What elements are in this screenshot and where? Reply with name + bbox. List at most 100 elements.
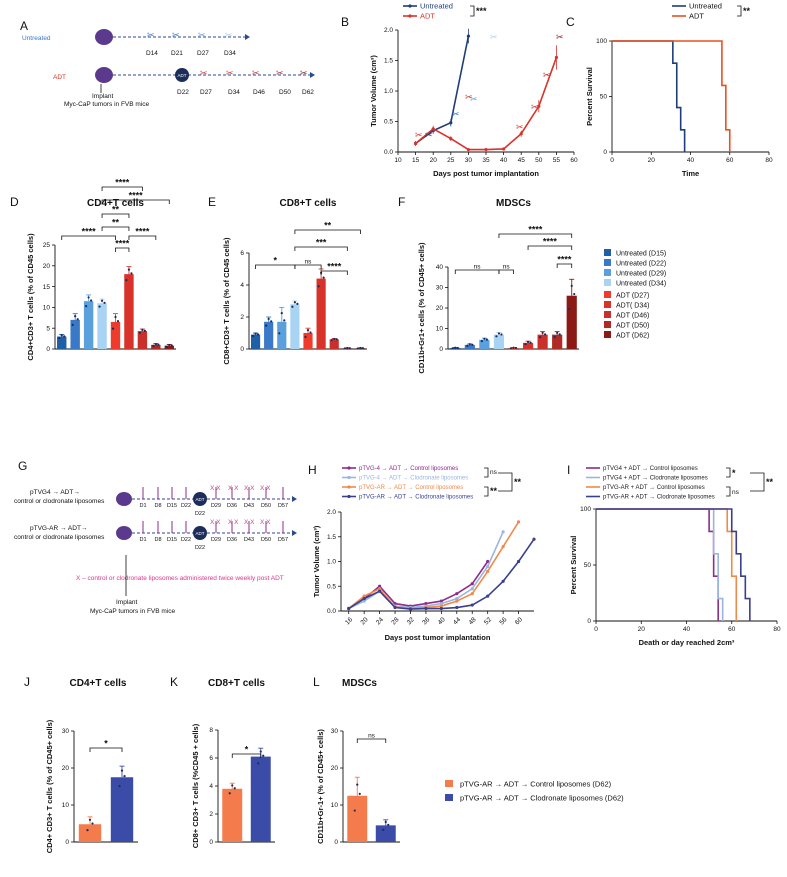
data-point bbox=[306, 329, 310, 332]
x-tick-label: 0 bbox=[610, 157, 614, 164]
day-label: D34 bbox=[228, 89, 240, 96]
data-point bbox=[60, 334, 63, 337]
legend-swatch bbox=[604, 259, 611, 266]
panel-label-k: K bbox=[170, 675, 178, 689]
data-point bbox=[358, 792, 361, 796]
data-point bbox=[470, 603, 474, 607]
significance-bracket bbox=[89, 747, 123, 752]
series-line bbox=[612, 40, 731, 152]
data-point bbox=[558, 333, 561, 336]
liposome-x-marker: X X bbox=[260, 485, 271, 492]
significance-label: **** bbox=[557, 255, 572, 265]
significance-bracket bbox=[101, 186, 143, 191]
y-tick-label: 10 bbox=[62, 802, 70, 809]
legend-label: pTVG-AR → ADT → Clodronate liposomes (D6… bbox=[460, 794, 624, 803]
legend-label: Untreated bbox=[420, 2, 453, 11]
data-point bbox=[529, 341, 532, 344]
y-tick-label: 1.5 bbox=[327, 534, 336, 541]
untreated-row-label: Untreated bbox=[22, 35, 51, 42]
significance-bracket bbox=[498, 233, 573, 238]
bar bbox=[110, 321, 121, 349]
scissors-icon: ✂ bbox=[415, 130, 423, 140]
significance-bracket bbox=[454, 269, 500, 274]
significance-label: ** bbox=[112, 218, 120, 228]
bar bbox=[97, 303, 107, 349]
legend-label: pTVG-AR → ADT → Control liposomes (D62) bbox=[460, 780, 612, 789]
x-tick-label: 0 bbox=[594, 626, 598, 633]
chart-title: CD8+T cells bbox=[208, 678, 265, 689]
significance-label: ns bbox=[305, 259, 313, 266]
data-point bbox=[455, 597, 459, 601]
y-tick-label: 0 bbox=[587, 618, 591, 625]
significance-bracket bbox=[527, 245, 573, 250]
legend-label: pTVG4 + ADT → Clodronate liposomes bbox=[603, 476, 708, 482]
data-point bbox=[143, 329, 146, 333]
y-tick-label: 20 bbox=[436, 305, 444, 312]
day-label: D57 bbox=[278, 537, 288, 543]
data-point bbox=[170, 344, 173, 347]
significance-label: *** bbox=[476, 6, 487, 16]
x-tick-label: 35 bbox=[482, 157, 490, 164]
data-point bbox=[384, 820, 387, 824]
x-axis-label: Days post tumor implantation bbox=[433, 169, 539, 178]
chart-k: 0 2 4 6 8 CD8+ CD3+ T cells (%CD45 + cells) CD… bbox=[191, 678, 275, 848]
data-point bbox=[484, 147, 488, 152]
legend-swatch bbox=[604, 279, 611, 286]
g-implant: Implant bbox=[116, 599, 138, 606]
legend-label: Untreated (D15) bbox=[616, 251, 666, 258]
y-tick-label: 6 bbox=[240, 250, 244, 257]
chart-title: MDSCs bbox=[342, 678, 377, 689]
data-point bbox=[138, 331, 141, 334]
scissors-icon: ✂ bbox=[225, 30, 233, 40]
data-point bbox=[251, 334, 255, 337]
day-label: D27 bbox=[197, 50, 209, 57]
day-label: D34 bbox=[224, 50, 236, 57]
chart-b: 10 15 20 25 30 35 40 45 50 55 60 0.0 0.5 1.0 1.5 2.0 Day… bbox=[369, 2, 578, 179]
scissors-icon: ✂ bbox=[276, 68, 284, 78]
y-axis-label: Tumor Volume (cm³) bbox=[312, 525, 321, 597]
data-point bbox=[485, 338, 488, 341]
legend-label: ADT bbox=[420, 12, 435, 21]
liposome-x-marker: X X bbox=[228, 519, 239, 526]
data-point bbox=[502, 147, 506, 151]
data-point bbox=[501, 545, 505, 549]
scissors-icon: ✂ bbox=[172, 30, 180, 40]
significance-label: **** bbox=[129, 191, 144, 201]
significance-bracket bbox=[231, 753, 262, 758]
panel-label-l: L bbox=[313, 675, 320, 689]
panel-label-g: G bbox=[18, 459, 27, 473]
data-point bbox=[228, 792, 231, 795]
x-tick-label: 56 bbox=[498, 616, 508, 626]
panel-label-b: B bbox=[341, 15, 349, 29]
y-tick-label: 5 bbox=[46, 325, 50, 332]
series-line bbox=[612, 40, 686, 152]
data-point bbox=[451, 347, 454, 350]
data-point bbox=[387, 823, 390, 826]
y-tick-label: 0.0 bbox=[327, 608, 336, 615]
x-axis-label: Time bbox=[682, 169, 699, 178]
significance-bracket bbox=[356, 738, 387, 743]
data-point bbox=[486, 564, 490, 569]
data-point bbox=[553, 336, 556, 339]
x-tick-label: 60 bbox=[570, 157, 578, 164]
data-point bbox=[330, 338, 333, 342]
chart-i: 0 20 40 60 80 0 50 100 Death or day reached 2cm³… bbox=[569, 466, 781, 647]
panel-label-j: J bbox=[24, 675, 30, 689]
legend-label: Untreated (D34) bbox=[616, 281, 666, 288]
liposome-x-marker: X X bbox=[210, 519, 221, 526]
day-label: D15 bbox=[167, 537, 177, 543]
significance-bracket bbox=[737, 5, 742, 17]
day-label: D1 bbox=[139, 503, 146, 509]
significance-bracket bbox=[61, 235, 116, 240]
y-tick-label: 2.0 bbox=[384, 27, 393, 34]
significance-bracket bbox=[115, 247, 130, 252]
chart-c: 0 20 40 60 80 0 50 100 Time Percent Survival Untre… bbox=[585, 2, 773, 179]
significance-label: ** bbox=[112, 205, 120, 215]
y-tick-label: 0.5 bbox=[327, 583, 336, 590]
significance-bracket bbox=[484, 467, 489, 478]
bar bbox=[110, 777, 134, 842]
data-point bbox=[524, 343, 527, 346]
data-point bbox=[393, 605, 397, 610]
legend-label: pTVG-AR + ADT → Clodronate liposomes bbox=[603, 495, 715, 501]
